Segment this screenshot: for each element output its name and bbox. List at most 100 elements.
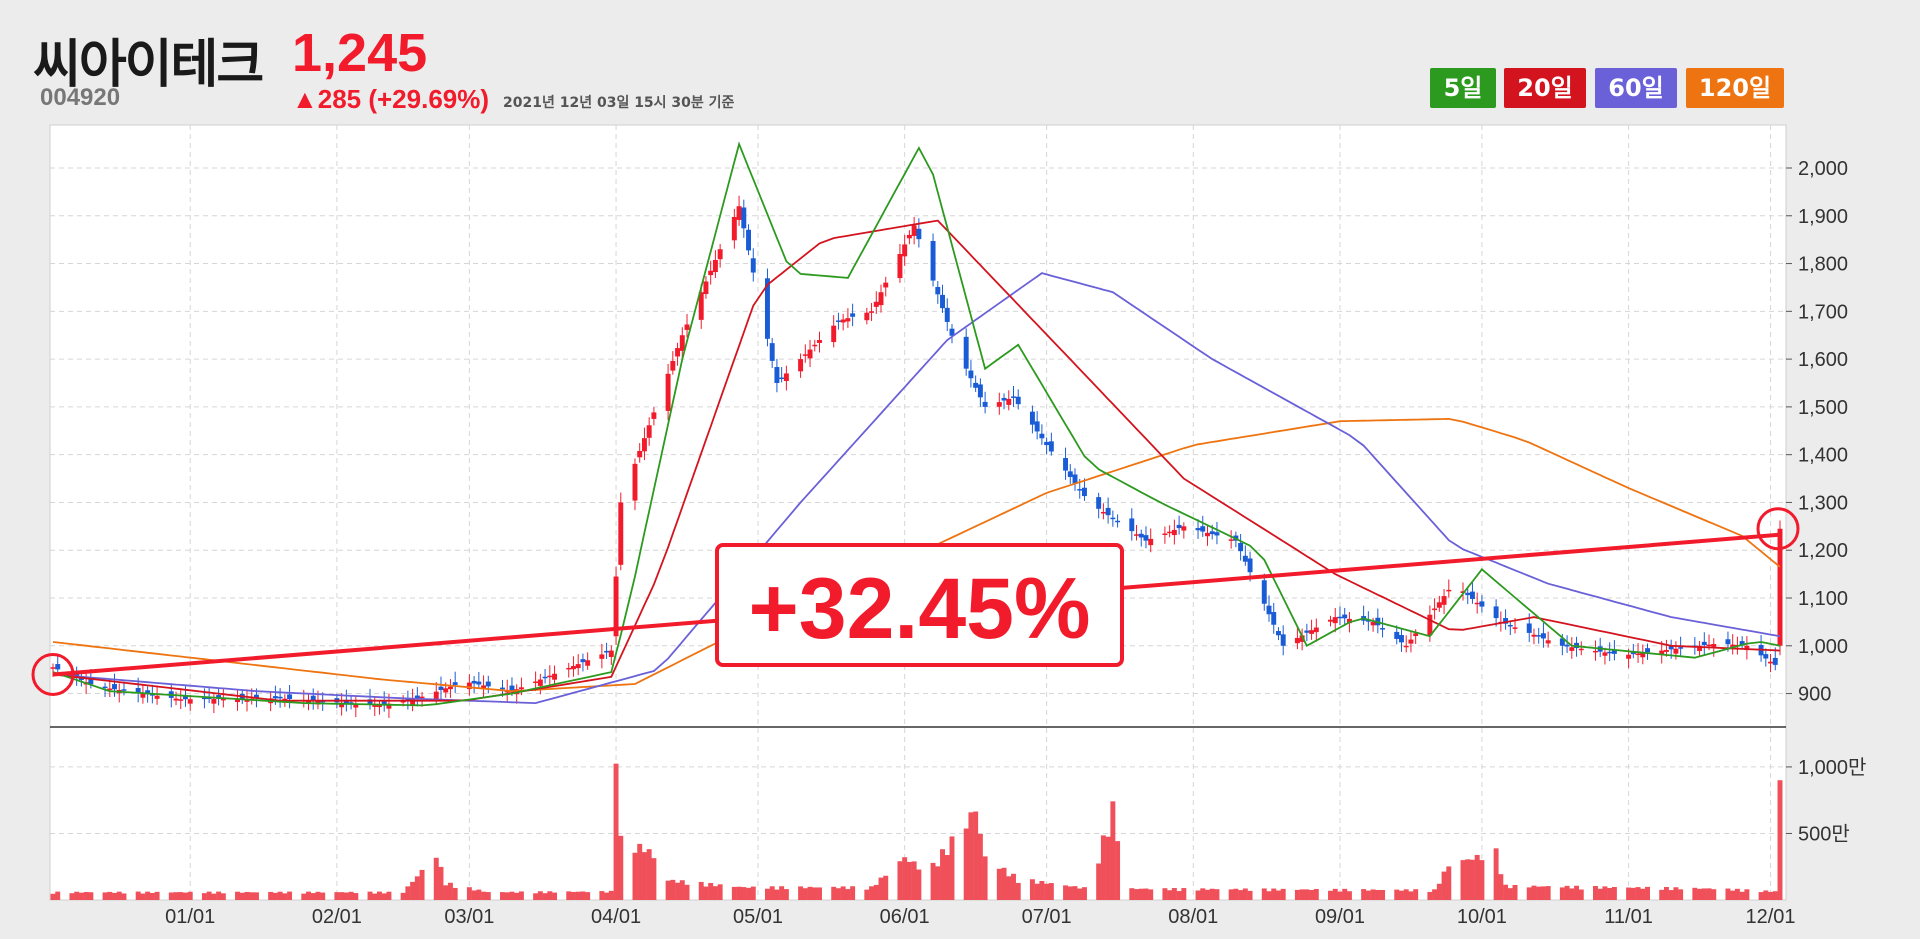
volume-tick-label: 500만: [1798, 822, 1850, 845]
volume-bar: [632, 852, 638, 900]
volume-bar: [570, 891, 576, 900]
volume-bar: [140, 893, 146, 900]
volume-bar: [542, 893, 548, 900]
volume-bar: [769, 886, 775, 900]
candle-body: [712, 259, 718, 273]
volume-bar: [897, 861, 903, 900]
candle-body: [646, 425, 652, 438]
candle-body: [812, 344, 818, 347]
volume-bar: [1048, 883, 1054, 900]
volume-bar: [1559, 887, 1565, 900]
candle-body: [1029, 411, 1035, 425]
volume-bar: [1299, 889, 1305, 900]
candle-body: [1399, 635, 1404, 643]
candle-body: [1730, 644, 1736, 648]
volume-bar: [783, 889, 789, 900]
volume-bar: [1607, 888, 1613, 900]
candle-body: [400, 701, 406, 703]
volume-bar: [902, 857, 908, 900]
candle-body: [1706, 644, 1712, 647]
candle-body: [466, 682, 472, 690]
volume-bar: [282, 893, 288, 900]
candle-body: [1663, 649, 1669, 652]
candle-body: [50, 667, 56, 669]
x-tick-label: 12/01: [1746, 906, 1796, 928]
volume-bar: [145, 891, 151, 900]
candle-body: [410, 699, 416, 705]
candle-body: [1697, 645, 1703, 651]
volume-bar: [1413, 889, 1419, 900]
candle-body: [698, 292, 704, 320]
candle-body: [940, 294, 945, 309]
volume-bar: [1039, 881, 1045, 900]
volume-bar: [1663, 887, 1669, 900]
volume-bar: [339, 892, 345, 900]
candle-body: [973, 382, 979, 388]
volume-tick-label: 1,000만: [1798, 756, 1866, 779]
candle-body: [471, 680, 477, 684]
volume-bar: [1768, 891, 1774, 900]
candle-body: [1015, 396, 1021, 405]
volume-bar: [187, 891, 193, 900]
volume-bar: [1304, 889, 1310, 900]
price-tick-label: 1,600: [1798, 349, 1848, 371]
candle-body: [845, 318, 851, 322]
volume-bar: [1115, 841, 1121, 900]
legend-ma5[interactable]: 5일: [1430, 68, 1496, 108]
volume-bar: [83, 892, 89, 900]
volume-bar: [547, 891, 553, 900]
volume-bar: [1758, 892, 1764, 900]
candle-body: [1181, 526, 1187, 531]
candle-body: [1503, 618, 1509, 624]
volume-bar: [835, 888, 841, 900]
x-tick-label: 09/01: [1315, 906, 1365, 928]
candle-body: [211, 698, 217, 704]
candle-body: [1673, 648, 1679, 654]
candle-body: [183, 694, 188, 700]
candle-body: [1531, 634, 1537, 637]
volume-bar: [812, 887, 818, 900]
candle-body: [1772, 657, 1778, 665]
volume-bar: [1105, 836, 1111, 900]
candle-body: [1370, 621, 1376, 626]
volume-bar: [504, 892, 510, 900]
volume-bar: [50, 893, 56, 900]
volume-bar: [69, 893, 75, 900]
x-tick-label: 01/01: [165, 906, 215, 928]
stock-code: 004920: [40, 84, 121, 111]
volume-bar: [1399, 890, 1404, 900]
candle-body: [537, 679, 543, 686]
legend-ma60[interactable]: 60일: [1595, 68, 1677, 108]
candle-body: [187, 699, 193, 704]
candle-body: [1167, 531, 1173, 534]
volume-bar: [1110, 801, 1116, 900]
legend-ma20[interactable]: 20일: [1504, 68, 1586, 108]
volume-bar: [173, 892, 179, 900]
candle-body: [1739, 641, 1745, 646]
candle-body: [1432, 608, 1438, 611]
candle-body: [741, 207, 747, 229]
volume-bar: [1200, 888, 1206, 900]
legend-ma120[interactable]: 120일: [1686, 68, 1784, 108]
volume-bar: [1011, 873, 1016, 900]
candle-body: [542, 676, 548, 679]
trend-end-circle: [1756, 507, 1800, 551]
candle-body: [1493, 606, 1499, 619]
candle-body: [1209, 531, 1215, 535]
price-tick-label: 1,400: [1798, 445, 1848, 467]
volume-bar: [471, 890, 477, 900]
volume-bar: [353, 893, 359, 900]
candle-body: [746, 229, 752, 251]
volume-bar: [287, 891, 293, 900]
volume-bar: [575, 891, 581, 900]
volume-bar: [466, 887, 472, 900]
candle-body: [310, 695, 316, 701]
candle-body: [1607, 651, 1613, 654]
change-annotation-label: +32.45%: [749, 561, 1091, 657]
candle-body: [1304, 630, 1310, 633]
volume-bar: [1375, 890, 1381, 900]
candle-body: [518, 687, 524, 690]
volume-bar: [1034, 883, 1040, 900]
candle-body: [604, 650, 610, 653]
candle-body: [1630, 651, 1636, 655]
